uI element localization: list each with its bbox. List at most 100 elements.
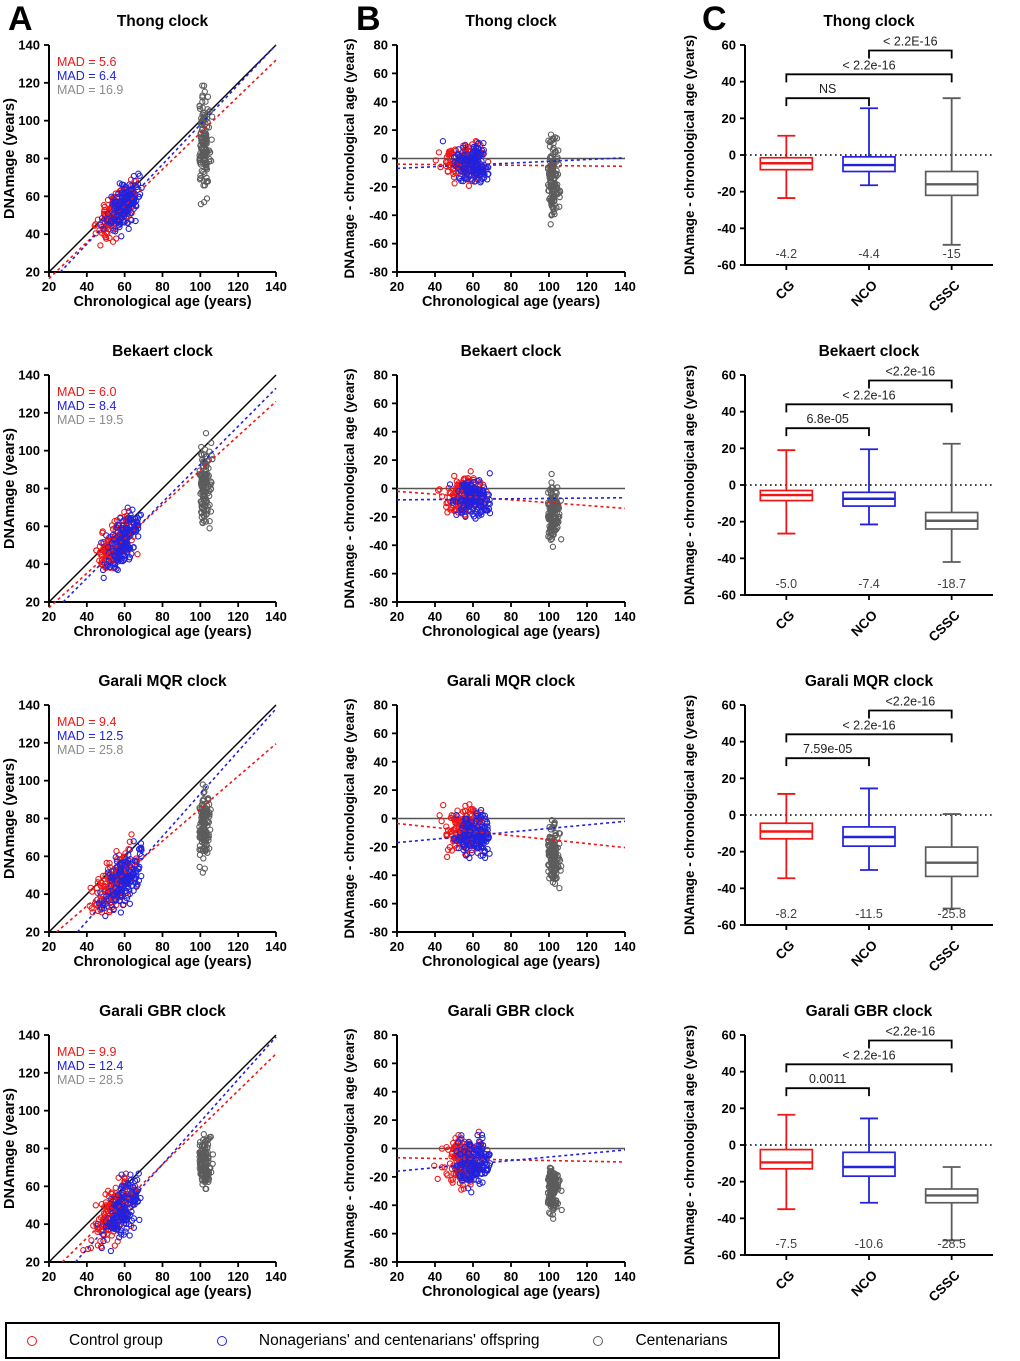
mad-annotation: MAD = 6.0 (57, 385, 116, 399)
trend-line-blue (74, 1036, 277, 1263)
significance-bracket (785, 757, 870, 767)
control-group-marker-icon (27, 1335, 37, 1346)
x-tick-label: 140 (265, 939, 287, 954)
y-tick-label: -20 (717, 1174, 736, 1189)
x-tick-label: 120 (227, 1269, 249, 1284)
y-tick-label: 20 (26, 595, 40, 610)
chart-a-garali-gbr-clock: Garali GBR clock 20 40 60 80 100 120 140 DNAmage… (2, 1003, 287, 1300)
x-axis-title: Chronological age (years) (422, 954, 600, 970)
y-tick-label: 60 (722, 1028, 736, 1043)
x-tick-label: 100 (538, 939, 560, 954)
points-centenarians (196, 1131, 217, 1193)
legend-item-offspring: Nonagerians' and centenarians' offspring (216, 1332, 539, 1350)
x-tick-label: 60 (466, 939, 480, 954)
chart-title: Garali GBR clock (448, 1003, 575, 1020)
y-tick-label: -40 (717, 881, 736, 896)
x-tick-label: 40 (80, 1269, 94, 1284)
y-tick-label: 40 (26, 227, 40, 242)
y-tick-label: 20 (722, 771, 736, 786)
group-label: CG (773, 278, 798, 303)
x-tick-label: 100 (189, 1269, 211, 1284)
chart-title: Garali MQR clock (98, 673, 227, 690)
boxplot-nco (842, 448, 896, 526)
centenarians-marker-icon (593, 1335, 604, 1346)
chart-b-garali-gbr-clock: Garali GBR clock -80 -60 -40 -20 0 20 40 60 80 DNA… (342, 1003, 636, 1300)
x-tick-label: 140 (614, 1269, 636, 1284)
boxplot-cg (759, 1113, 814, 1211)
y-tick-label: 60 (26, 1179, 40, 1194)
y-tick-label: 0 (729, 478, 736, 493)
y-tick-label: -40 (369, 208, 388, 223)
trend-line-red (396, 822, 626, 849)
y-tick-label: 80 (26, 1141, 40, 1156)
p-value-label: 6.8e-05 (806, 412, 848, 426)
y-axis-title: DNAmage - chronological age (years) (682, 35, 697, 275)
chart-cell-a-thong-clock: Thong clock 20 40 60 80 100 120 140 DNAmage (yea… (0, 0, 340, 330)
legend-item-control-group: Control group (27, 1332, 163, 1350)
y-tick-label: 60 (374, 396, 388, 411)
y-tick-label: 0 (381, 1141, 388, 1156)
points-nonagerians-and-centenarians-offspring (94, 1170, 144, 1255)
x-axis-title: Chronological age (years) (73, 624, 251, 640)
x-tick-label: 100 (538, 1269, 560, 1284)
y-tick-label: -80 (369, 595, 388, 610)
mad-annotation: MAD = 5.6 (57, 55, 116, 69)
boxplot-nco (842, 787, 896, 871)
mad-annotation: MAD = 9.9 (57, 1045, 116, 1059)
group-label: CSSC (926, 607, 963, 644)
x-tick-label: 20 (390, 1269, 404, 1284)
chart-title: Bekaert clock (112, 343, 213, 360)
x-tick-label: 20 (390, 939, 404, 954)
chart-c-garali-mqr-clock: Garali MQR clock -60 -40 -20 0 20 40 60 DNAmage … (682, 673, 993, 975)
boxplot-nco (842, 1117, 896, 1204)
y-axis-title: DNAmage - chronological age (years) (682, 695, 697, 935)
group-label: NCO (848, 1268, 880, 1300)
points-nonagerians-and-centenarians-offspring (450, 806, 493, 862)
y-tick-label: -40 (369, 868, 388, 883)
chart-title: Bekaert clock (461, 343, 562, 360)
x-tick-label: 100 (538, 279, 560, 294)
trend-line-blue (59, 44, 277, 273)
group-label: CG (773, 608, 798, 633)
y-tick-label: 120 (18, 1065, 40, 1080)
trend-line-red (48, 400, 277, 609)
x-tick-label: 100 (189, 939, 211, 954)
group-label: CSSC (926, 277, 963, 314)
y-tick-label: 20 (374, 1113, 388, 1128)
x-tick-label: 80 (504, 279, 518, 294)
y-tick-label: -20 (369, 1169, 388, 1184)
significance-bracket (785, 403, 953, 413)
y-tick-label: 60 (26, 849, 40, 864)
y-tick-label: -20 (717, 844, 736, 859)
y-tick-label: 80 (374, 698, 388, 713)
points-nonagerians-and-centenarians-offspring (94, 838, 145, 920)
x-tick-label: 140 (614, 939, 636, 954)
y-axis-title: DNAmage - chronological age (years) (342, 698, 357, 938)
y-axis-title: DNAmage (years) (2, 758, 18, 879)
y-tick-label: 120 (18, 75, 40, 90)
y-tick-label: 60 (374, 726, 388, 741)
chart-cell-b-garali-mqr-clock: Garali MQR clock -80 -60 -40 -20 0 20 40 60 80 DNA… (340, 660, 680, 990)
p-value-label: < 2.2e-16 (842, 718, 895, 732)
y-tick-label: 40 (374, 754, 388, 769)
y-tick-label: 60 (374, 66, 388, 81)
y-axis-title: DNAmage - chronological age (years) (342, 368, 357, 608)
points-centenarians (544, 816, 565, 892)
y-tick-label: -20 (369, 509, 388, 524)
legend-item-centenarians: Centenarians (593, 1331, 728, 1350)
chart-c-thong-clock: Thong clock -60 -40 -20 0 20 40 60 DNAmage - chr… (682, 13, 993, 315)
y-tick-label: 20 (374, 453, 388, 468)
group-mean-value: -8.2 (776, 907, 798, 921)
x-tick-label: 80 (504, 609, 518, 624)
x-tick-label: 60 (466, 1269, 480, 1284)
significance-bracket (868, 49, 953, 59)
y-tick-label: 0 (729, 808, 736, 823)
group-mean-value: -10.6 (855, 1237, 884, 1251)
y-tick-label: 100 (18, 113, 40, 128)
legend-label-centenarians: Centenarians (635, 1331, 728, 1349)
legend: Control group Nonagerians' and centenari… (5, 1322, 780, 1359)
group-label: CG (773, 1268, 798, 1293)
y-tick-label: 0 (381, 151, 388, 166)
y-axis-title: DNAmage - chronological age (years) (342, 38, 357, 278)
